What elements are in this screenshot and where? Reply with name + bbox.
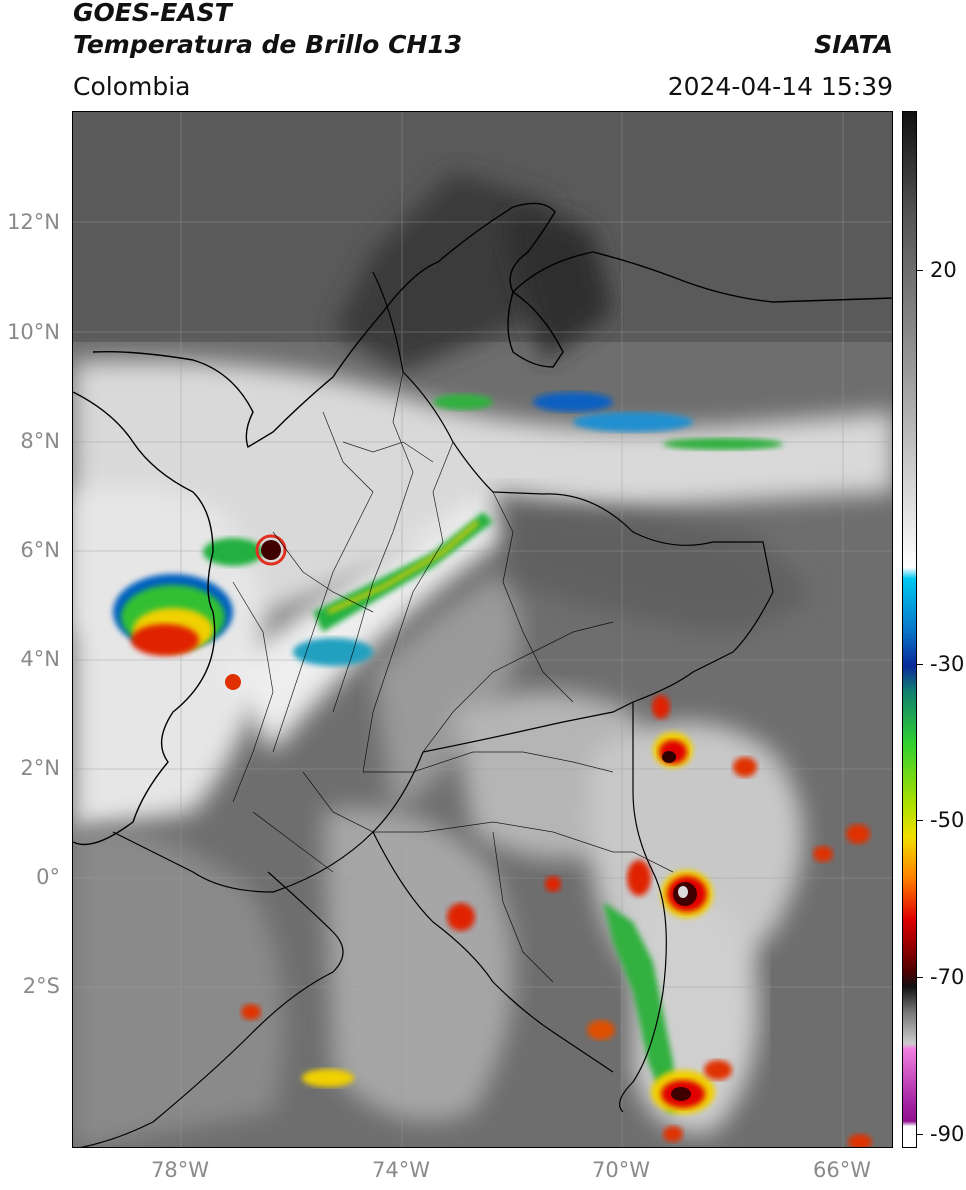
colorbar-label-minus50: -50 [930, 808, 965, 832]
colorbar-tick [917, 1134, 923, 1135]
colorbar-gradient [903, 112, 916, 1147]
colorbar-label-minus30: -30 [930, 652, 965, 676]
lat-label-6n: 6°N [20, 538, 60, 562]
lat-label-0: 0° [36, 865, 60, 889]
map-canvas [73, 112, 892, 1147]
lat-label-10n: 10°N [7, 320, 60, 344]
convective-cell-south [661, 870, 713, 918]
colorbar-tick [917, 977, 923, 978]
colorbar-tick [917, 820, 923, 821]
temperature-colorbar [902, 111, 917, 1148]
convective-cell-pacific [113, 574, 233, 656]
agency-label: SIATA [814, 30, 893, 59]
department-borders [232, 371, 674, 983]
colorbar-label-20: 20 [930, 258, 957, 282]
colorbar-label-minus90: -90 [930, 1122, 965, 1146]
convective-cells [113, 392, 872, 1147]
lat-label-12n: 12°N [7, 210, 60, 234]
datetime-label: 2024-04-14 15:39 [667, 72, 893, 101]
lat-label-8n: 8°N [20, 429, 60, 453]
lon-label-70w: 70°W [592, 1158, 650, 1182]
lat-label-4n: 4°N [20, 647, 60, 671]
satellite-title: GOES-EAST [73, 0, 232, 27]
lon-label-66w: 66°W [813, 1158, 871, 1182]
lat-label-2s: 2°S [22, 974, 60, 998]
colorbar-tick [917, 664, 923, 665]
lon-label-74w: 74°W [372, 1158, 430, 1182]
lat-label-2n: 2°N [20, 756, 60, 780]
country-borders [80, 271, 774, 1147]
lon-label-78w: 78°W [151, 1158, 209, 1182]
convective-cell-east [653, 732, 693, 768]
colorbar-label-minus70: -70 [930, 965, 965, 989]
region-label: Colombia [73, 72, 191, 101]
satellite-map[interactable] [72, 111, 893, 1148]
product-title: Temperatura de Brillo CH13 [73, 30, 463, 59]
colorbar-tick [917, 270, 923, 271]
coastline [73, 202, 892, 846]
convective-cell-amazon [651, 1070, 715, 1114]
